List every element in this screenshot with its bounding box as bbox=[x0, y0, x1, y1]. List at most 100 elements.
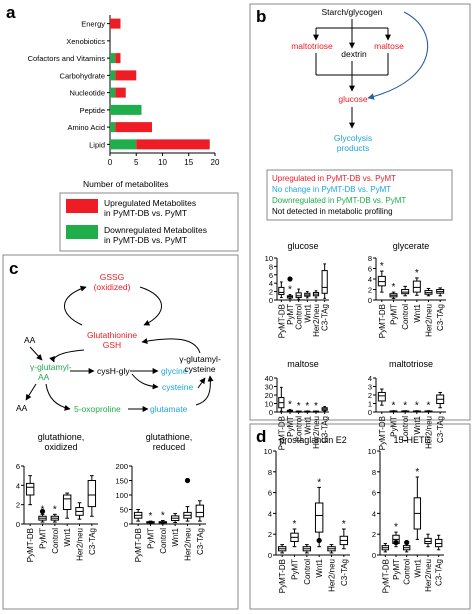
category-label: C3-TAg bbox=[196, 528, 205, 555]
box bbox=[295, 292, 302, 298]
category-label: Her2/neu bbox=[312, 416, 321, 449]
category-label: Wnt1 bbox=[63, 527, 72, 546]
category-label: Her2/neu bbox=[425, 416, 434, 449]
legend-swatch-upregulated bbox=[66, 199, 98, 213]
chart-title: prostaglandin E2 bbox=[279, 435, 347, 445]
x-tick-label: 15 bbox=[184, 158, 193, 167]
node-cysh-gly: cysH-gly bbox=[97, 366, 130, 376]
outlier-point bbox=[39, 508, 46, 515]
y-tick-label: 4 bbox=[269, 279, 273, 288]
outlier-point bbox=[404, 539, 410, 546]
category-label: Control bbox=[295, 304, 304, 330]
x-tick-label: 20 bbox=[211, 158, 220, 167]
legend-downregulated-line2: in PyMT-DB vs. PyMT bbox=[104, 235, 187, 245]
chart-title: glycerate bbox=[393, 241, 430, 251]
category-label: Control bbox=[401, 304, 410, 330]
y-tick-label: 50 bbox=[120, 506, 128, 515]
panel-a-xlabel: Number of metabolites bbox=[83, 179, 169, 189]
category-label: PyMT-DB bbox=[378, 304, 387, 338]
node-gsh: GSH bbox=[103, 340, 121, 350]
y-tick-label: 0 bbox=[16, 520, 20, 529]
box bbox=[195, 504, 205, 518]
y-tick-label: 1 bbox=[368, 400, 372, 409]
bar-segment bbox=[115, 122, 152, 133]
bar-segment bbox=[110, 87, 116, 98]
bar-segment bbox=[110, 53, 116, 64]
panel-b-label: b bbox=[256, 7, 266, 26]
glutathione-oxidized-box-plot: glutathione,oxidized 0 2 4 6 PyMT-DB PyMT Contr… bbox=[16, 432, 98, 562]
category-label: PyMT bbox=[392, 559, 401, 580]
y-tick-label: 6 bbox=[269, 271, 273, 280]
node-gamma-glutamyl-cysteine: γ-glutamyl- bbox=[179, 354, 221, 364]
significance-star: * bbox=[380, 261, 384, 272]
panel-c-label: c bbox=[9, 259, 18, 278]
category-label: Control bbox=[51, 528, 60, 554]
legend-upregulated-line2: in PyMT-DB vs. PyMT bbox=[104, 208, 187, 218]
category-label: Amino Acid bbox=[67, 123, 105, 132]
node-gamma-glutamyl-aa-2: AA bbox=[38, 372, 50, 382]
legend-upregulated-line1: Upregulated Metabolites bbox=[104, 198, 196, 208]
outlier-point bbox=[287, 276, 293, 282]
significance-star: * bbox=[288, 285, 292, 296]
x-tick-label: 5 bbox=[134, 158, 139, 167]
category-label: PyMT bbox=[39, 528, 48, 549]
box bbox=[377, 275, 386, 287]
outlier-point bbox=[393, 539, 399, 546]
significance-star: * bbox=[394, 522, 398, 533]
category-label: PyMT-DB bbox=[378, 416, 387, 450]
significance-star: * bbox=[314, 401, 318, 412]
y-tick-label: 2 bbox=[368, 286, 372, 295]
significance-star: * bbox=[342, 519, 346, 530]
significance-star: * bbox=[149, 511, 153, 522]
significance-star: * bbox=[392, 401, 396, 412]
y-tick-label: 4 bbox=[368, 275, 372, 284]
y-tick-label: 40 bbox=[265, 374, 273, 383]
category-label: Peptide bbox=[80, 106, 105, 115]
category-label: C3-TAg bbox=[436, 304, 445, 331]
bar-segment bbox=[115, 70, 137, 81]
node-gamma-glutamyl-aa: γ-glutamyl- bbox=[30, 362, 72, 372]
category-label: PyMT bbox=[291, 559, 300, 580]
category-label: Wnt1 bbox=[413, 303, 422, 322]
category-label: Control bbox=[303, 559, 312, 585]
y-tick-label: 200 bbox=[115, 462, 128, 471]
category-label: Her2/neu bbox=[425, 304, 434, 337]
significance-star: * bbox=[427, 401, 431, 412]
significance-star: * bbox=[288, 399, 292, 410]
box bbox=[434, 538, 443, 548]
y-tick-label: 30 bbox=[265, 383, 273, 392]
significance-star: * bbox=[415, 467, 419, 478]
node-aa-1: AA bbox=[24, 335, 36, 345]
glutathione-pathway-diagram: GSSG (oxidized) Glutathionine GSH AA γ-g… bbox=[16, 272, 221, 414]
node-gssg: GSSG bbox=[100, 272, 125, 282]
outlier-point bbox=[184, 477, 191, 484]
node-starch-glycogen: Starch/glycogen bbox=[322, 7, 383, 17]
significance-star: * bbox=[161, 511, 165, 522]
prostaglandin-e2-box-plot: prostaglandin E2 0 2 4 6 8 10 PyMT-DB PyMT Contro… bbox=[264, 435, 350, 593]
category-label: PyMT-DB bbox=[381, 559, 390, 593]
box bbox=[321, 270, 328, 294]
legend-b-downregulated: Downregulated in PyMT-DB vs. PyMT bbox=[272, 196, 406, 205]
starch-pathway-diagram: Starch/glycogen maltotriose dextrin malt… bbox=[291, 7, 429, 153]
category-label: Control bbox=[401, 416, 410, 442]
y-tick-label: 10 bbox=[264, 447, 272, 456]
y-tick-label: 0 bbox=[268, 551, 272, 560]
box bbox=[412, 280, 421, 293]
y-tick-label: 0 bbox=[269, 296, 273, 305]
chart-title: 15-HETE bbox=[393, 435, 430, 445]
x-tick-label: 0 bbox=[108, 158, 113, 167]
panel-b-frame bbox=[249, 3, 471, 421]
y-tick-label: 2 bbox=[368, 391, 372, 400]
y-tick-label: 0 bbox=[368, 408, 372, 417]
category-label: Her2/neu bbox=[328, 559, 337, 592]
category-label: Her2/neu bbox=[312, 304, 321, 337]
y-tick-label: 2 bbox=[16, 501, 20, 510]
y-tick-label: 4 bbox=[368, 374, 372, 383]
y-tick-label: 10 bbox=[368, 447, 376, 456]
category-label: Cofactors and Vitamins bbox=[28, 54, 106, 63]
box bbox=[278, 286, 285, 296]
category-label: PyMT bbox=[147, 528, 156, 549]
category-label: Wnt1 bbox=[303, 303, 312, 322]
